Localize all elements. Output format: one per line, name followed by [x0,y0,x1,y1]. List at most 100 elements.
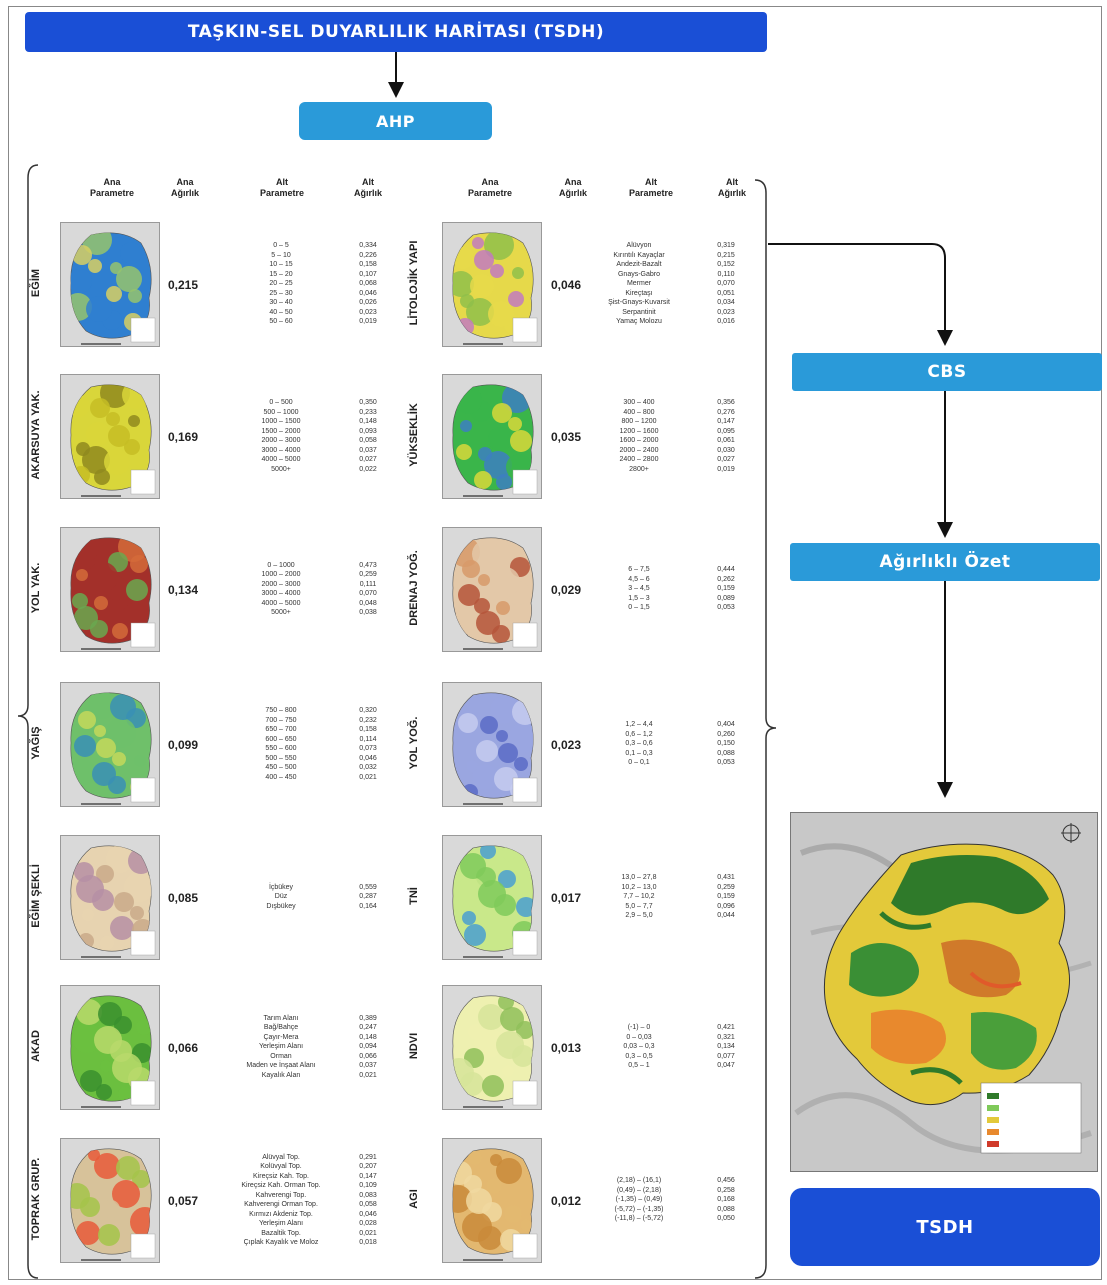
sub-weight: 0,404 [717,721,735,729]
sub-weight: 0,066 [359,1052,377,1060]
main-weight: 0,029 [551,583,582,597]
sub-parameter: Kireçsiz Kah. Orman Top. [241,1182,321,1189]
sub-weight-list: 0,431 0,259 0,159 0,096 0,044 [708,873,744,921]
sub-parameter: 0 – 1,5 [628,604,650,612]
sub-weight: 0,334 [359,242,377,250]
sub-weight: 0,053 [717,759,735,767]
sub-weight: 0,047 [717,1062,735,1070]
sub-parameter: 3000 – 4000 [261,446,301,454]
sub-weight: 0,356 [717,399,735,406]
sub-parameter: (0,49) – (2,18) [616,1186,662,1194]
sub-parameter: Tarım Alanı [263,1014,299,1022]
parameter-map-thumbnail [60,682,160,807]
sub-weight: 0,027 [717,456,735,463]
parameter-name: EĞİM [30,268,42,298]
sub-parameter: 2000 – 2400 [619,446,659,454]
sub-parameter: Kireçsiz Kah. Top. [253,1172,309,1180]
sub-parameter: 50 – 60 [269,318,293,326]
sub-parameter: 5000+ [271,465,291,473]
sub-parameter-list: Alüvyon Kırıntılı Kayaçlar Andezit-Bazalt G… [584,241,694,327]
sub-weight: 0,023 [359,308,377,316]
sub-weight: 0,262 [717,575,735,583]
sub-parameter: 1600 – 2000 [619,437,659,444]
sub-parameter: 0 – 0,1 [628,759,650,767]
sub-weight: 0,038 [359,609,377,616]
sub-parameter: 4000 – 5000 [261,456,301,463]
parameter-name: TNİ [408,887,420,905]
sub-parameter-list: 13,0 – 27,8 10,2 – 13,0 7,7 – 10,2 5,0 – 7,… [584,873,694,921]
sub-parameter: 700 – 750 [265,716,297,724]
outer-frame [8,6,1102,1280]
sub-weight: 0,094 [359,1043,377,1051]
sub-parameter: 800 – 1200 [621,418,657,425]
sub-parameter: Kahverengi Orman Top. [244,1201,318,1208]
sub-parameter: Yerleşim Alanı [258,1043,304,1051]
sub-parameter: 0,5 – 1 [628,1062,650,1070]
parameter-name: AKAD [30,1030,42,1062]
sub-weight: 0,207 [359,1163,377,1170]
sub-parameter: 3 – 4,5 [628,585,650,593]
sub-weight-list: 0,559 0,287 0,164 [350,883,386,912]
sub-parameter: 10,2 – 13,0 [621,883,657,891]
sub-weight: 0,037 [359,446,377,454]
sub-parameter: Kırıntılı Kayaçlar [613,251,665,259]
parameter-map-thumbnail [442,682,542,807]
sub-parameter: Serpantinit [622,308,656,316]
sub-weight: 0,034 [717,299,735,307]
sub-weight: 0,158 [359,261,377,269]
main-weight: 0,023 [551,738,582,752]
sub-weight: 0,016 [717,318,735,326]
sub-parameter: 1000 – 2000 [261,571,301,578]
sub-weight: 0,291 [359,1153,377,1161]
sub-parameter: Orman [270,1052,292,1060]
sub-weight: 0,260 [717,730,735,738]
sub-weight: 0,058 [359,437,377,444]
sub-parameter: 0,3 – 0,6 [625,740,653,748]
sub-parameter: Kayalık Alan [261,1071,301,1079]
sub-parameter: 5,0 – 7,7 [625,902,653,910]
sub-weight: 0,026 [359,299,377,307]
sub-weight: 0,061 [717,437,735,444]
sub-parameter: Gnays-Gabro [617,270,661,278]
sub-weight-list: 0,456 0,258 0,168 0,088 0,050 [708,1176,744,1224]
sub-weight: 0,259 [717,883,735,891]
sub-parameter: Çıplak Kayalık ve Moloz [243,1239,319,1246]
sub-weight: 0,068 [359,280,377,288]
sub-parameter: Bağ/Bahçe [263,1024,299,1032]
sub-parameter: Kolüvyal Top. [260,1163,302,1170]
parameter-name: YÜKSEKLİK [408,403,420,467]
sub-weight: 0,051 [717,289,735,297]
sub-parameter: 400 – 450 [265,773,297,781]
arrow-params-to-cbs [768,243,953,346]
parameter-map-thumbnail [442,374,542,499]
sub-parameter: 13,0 – 27,8 [621,874,657,882]
sub-weight-list: 0,350 0,233 0,148 0,093 0,058 0,037 0,027 0,022 [350,398,386,474]
sub-parameter: İçbükey [268,883,294,891]
sub-parameter: Mermer [626,280,652,288]
sub-weight: 0,058 [359,1201,377,1208]
sub-parameter-list: 750 – 800 700 – 750 650 – 700 600 – 650 550 … [226,706,336,782]
right-brace [754,179,777,1279]
parameter-name: AKARSUYA YAK. [30,390,42,480]
header-sub-weight-right: Alt Ağırlık [717,177,746,198]
sub-parameter: (2,18) – (16,1) [616,1177,662,1185]
sub-weight: 0,021 [359,773,377,781]
sub-weight: 0,389 [359,1014,377,1022]
sub-parameter: 40 – 50 [269,308,293,316]
parameter-map-thumbnail [442,222,542,347]
sub-weight: 0,088 [717,749,735,757]
parameter-map-thumbnail [442,527,542,652]
sub-parameter: 0 – 5 [273,242,289,250]
parameter-name: YAĞIŞ [30,726,42,760]
sub-weight: 0,559 [359,883,377,891]
sub-weight: 0,147 [717,418,735,425]
header-sub-param-right: Alt Parametre [628,177,674,198]
sub-parameter: 0 – 1000 [267,561,295,569]
sub-weight: 0,046 [359,289,377,297]
sub-weight: 0,110 [717,270,735,278]
sub-parameter: 25 – 30 [269,289,293,297]
main-weight: 0,012 [551,1194,582,1208]
sub-parameter-list: 300 – 400 400 – 800 800 – 1200 1200 – 1600 1… [584,398,694,474]
sub-parameter-list: 1,2 – 4,4 0,6 – 1,2 0,3 – 0,6 0,1 – 0,3 0 – … [584,720,694,768]
